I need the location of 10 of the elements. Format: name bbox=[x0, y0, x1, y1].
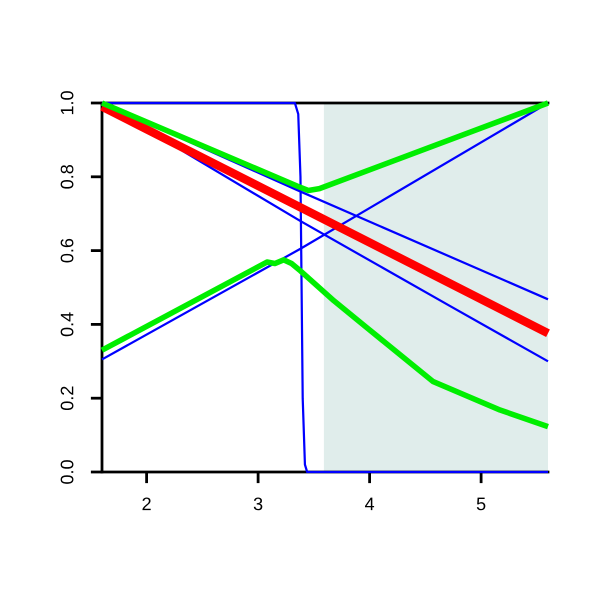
y-tick-label: 1.0 bbox=[60, 91, 74, 114]
x-tick-label: 2 bbox=[142, 497, 151, 510]
y-tick-label: 0.8 bbox=[60, 165, 74, 189]
y-tick-label: 0.2 bbox=[60, 386, 74, 410]
y-tick-label: 0.6 bbox=[60, 238, 74, 262]
y-tick-label: 0.0 bbox=[60, 460, 74, 484]
x-tick-label: 3 bbox=[254, 497, 262, 510]
x-tick-label: 5 bbox=[476, 498, 486, 510]
x-tick-label: 4 bbox=[364, 498, 374, 510]
y-tick-label: 0.4 bbox=[60, 312, 74, 336]
